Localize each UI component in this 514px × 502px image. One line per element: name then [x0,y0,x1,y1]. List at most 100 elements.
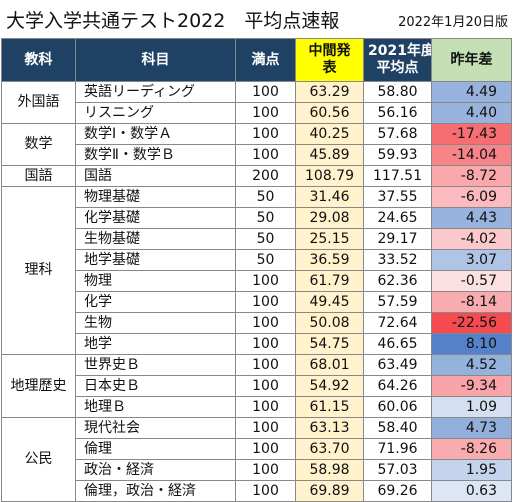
score-table: 教科 科目 満点 中間発表 2021年度 平均点 昨年差 外国語 英語リーディング 1… [1,38,512,502]
subject-cell: 物理 [75,270,236,292]
interim-score-cell: 63.13 [295,417,364,439]
prev-year-score-cell: 72.64 [363,312,432,334]
diff-cell: -8.72 [431,165,512,187]
diff-cell: 1.09 [431,396,512,418]
diff-cell: -8.14 [431,291,512,313]
diff-cell: 4.43 [431,207,512,229]
interim-score-cell: 61.79 [295,270,364,292]
header-prev-year: 2021年度 平均点 [363,38,432,82]
diff-cell: -6.09 [431,186,512,208]
prev-year-score-cell: 64.26 [363,375,432,397]
subject-cell: 数学Ⅰ・数学Ａ [75,123,236,145]
prev-year-score-cell: 117.51 [363,165,432,187]
interim-score-cell: 58.98 [295,459,364,481]
prev-year-score-cell: 46.65 [363,333,432,355]
table-row: 外国語 英語リーディング 100 63.29 58.80 4.49 [1,81,512,124]
full-score-cell: 100 [235,438,296,460]
table-row: 地学基礎 50 36.59 33.52 3.07 [2,249,512,271]
full-score-cell: 100 [235,123,296,145]
category-cell: 理科 [1,186,76,355]
full-score-cell: 50 [235,207,296,229]
header-prev-line1: 2021年度 [368,43,432,59]
subject-cell: 現代社会 [75,417,236,439]
interim-score-cell: 68.01 [295,354,364,376]
header-interim-line2: 表 [322,60,337,76]
diff-cell: -0.57 [431,270,512,292]
category-cell: 地理歴史 [1,354,76,418]
interim-score-cell: 54.92 [295,375,364,397]
full-score-cell: 100 [235,480,296,502]
subject-cell: 化学基礎 [75,207,236,229]
table-row: 倫理，政治・経済 100 69.89 69.26 0.63 [2,480,512,502]
header-category: 教科 [1,38,76,82]
table-row: 地理歴史 世界史Ｂ 100 68.01 63.49 4.52 [1,354,512,418]
full-score-cell: 50 [235,249,296,271]
prev-year-score-cell: 57.03 [363,459,432,481]
table-row: リスニング 100 60.56 56.16 4.40 [2,102,512,124]
full-score-cell: 100 [235,312,296,334]
diff-cell: 0.63 [431,480,512,502]
diff-cell: -4.02 [431,228,512,250]
prev-year-score-cell: 63.49 [363,354,432,376]
header-interim-line1: 中間発 [308,43,351,59]
diff-cell: 4.40 [431,102,512,124]
full-score-cell: 100 [235,396,296,418]
diff-cell: 4.52 [431,354,512,376]
interim-score-cell: 50.08 [295,312,364,334]
interim-score-cell: 60.56 [295,102,364,124]
table-row: 物理 100 61.79 62.36 -0.57 [2,270,512,292]
table-row: 地理Ｂ 100 61.15 60.06 1.09 [2,396,512,418]
table-row: 生物基礎 50 25.15 29.17 -4.02 [2,228,512,250]
full-score-cell: 100 [235,354,296,376]
table-row: 倫理 100 63.70 71.96 -8.26 [2,438,512,460]
prev-year-score-cell: 37.55 [363,186,432,208]
interim-score-cell: 31.46 [295,186,364,208]
prev-year-score-cell: 69.26 [363,480,432,502]
edition-date: 2022年1月20日版 [398,15,508,30]
full-score-cell: 200 [235,165,296,187]
full-score-cell: 100 [235,417,296,439]
diff-cell: -8.26 [431,438,512,460]
table-row: 化学基礎 50 29.08 24.65 4.43 [2,207,512,229]
diff-cell: 4.49 [431,81,512,103]
interim-score-cell: 40.25 [295,123,364,145]
table-row: 政治・経済 100 58.98 57.03 1.95 [2,459,512,481]
table-body: 外国語 英語リーディング 100 63.29 58.80 4.49 リスニング 100 60.5… [1,81,512,502]
interim-score-cell: 54.75 [295,333,364,355]
subject-cell: 地学 [75,333,236,355]
subject-cell: 国語 [75,165,236,187]
full-score-cell: 100 [235,459,296,481]
interim-score-cell: 45.89 [295,144,364,166]
category-cell: 数学 [1,123,76,166]
subject-cell: 生物基礎 [75,228,236,250]
table-row: 国語 国語 200 108.79 117.51 -8.72 [1,165,512,187]
table-row: 地学 100 54.75 46.65 8.10 [2,333,512,355]
interim-score-cell: 25.15 [295,228,364,250]
prev-year-score-cell: 60.06 [363,396,432,418]
full-score-cell: 100 [235,144,296,166]
subject-cell: 生物 [75,312,236,334]
header-diff: 昨年差 [431,38,512,82]
table-row: 化学 100 49.45 57.59 -8.14 [2,291,512,313]
interim-score-cell: 61.15 [295,396,364,418]
prev-year-score-cell: 71.96 [363,438,432,460]
subject-cell: 地理Ｂ [75,396,236,418]
subject-cell: 化学 [75,291,236,313]
table-header: 教科 科目 満点 中間発表 2021年度 平均点 昨年差 [1,38,512,82]
interim-score-cell: 63.70 [295,438,364,460]
subject-cell: 倫理 [75,438,236,460]
category-cell: 外国語 [1,81,76,124]
prev-year-score-cell: 57.68 [363,123,432,145]
full-score-cell: 100 [235,375,296,397]
diff-cell: 3.07 [431,249,512,271]
subject-cell: 世界史Ｂ [75,354,236,376]
full-score-cell: 100 [235,102,296,124]
prev-year-score-cell: 33.52 [363,249,432,271]
category-cell: 国語 [1,165,76,187]
subject-cell: 政治・経済 [75,459,236,481]
header-full-score: 満点 [235,38,296,82]
full-score-cell: 50 [235,228,296,250]
table-row: 日本史Ｂ 100 54.92 64.26 -9.34 [2,375,512,397]
subject-cell: リスニング [75,102,236,124]
prev-year-score-cell: 58.40 [363,417,432,439]
